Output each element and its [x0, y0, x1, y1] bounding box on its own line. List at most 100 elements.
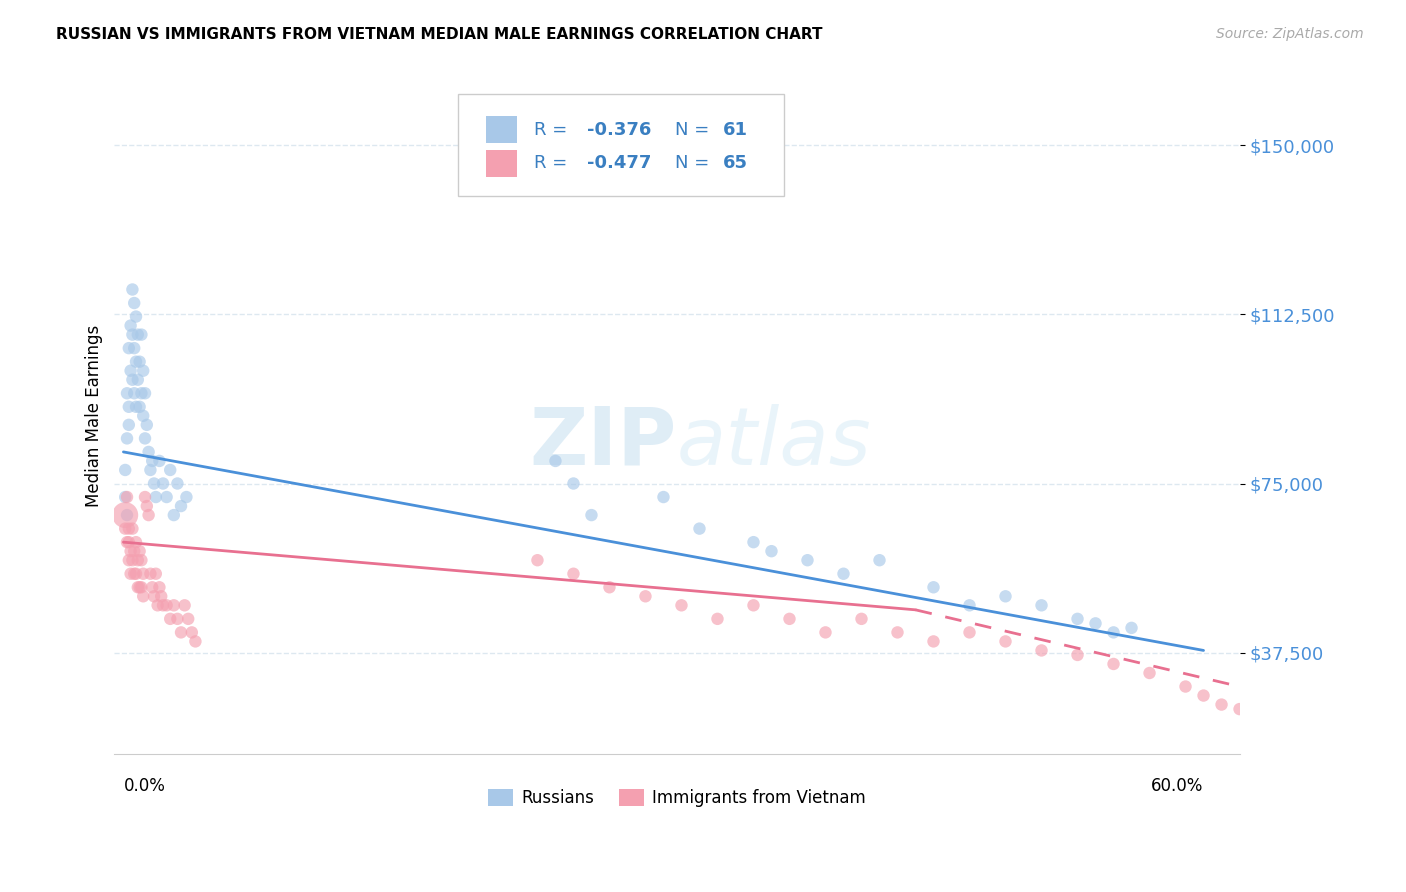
Point	[120, 544, 142, 558]
Point	[131, 580, 153, 594]
Point	[115, 490, 138, 504]
Point	[132, 566, 155, 581]
Point	[121, 522, 143, 536]
Point	[148, 454, 170, 468]
Point	[994, 589, 1017, 603]
Point	[141, 580, 163, 594]
Point	[177, 612, 200, 626]
Point	[1229, 702, 1251, 716]
Text: -0.477: -0.477	[586, 154, 651, 172]
Point	[922, 634, 945, 648]
Point	[152, 476, 174, 491]
Point	[166, 476, 188, 491]
Point	[1211, 698, 1233, 712]
Bar	[485, 150, 517, 177]
Point	[141, 454, 163, 468]
Point	[121, 553, 143, 567]
Point	[146, 599, 169, 613]
Point	[156, 599, 179, 613]
Point	[127, 327, 149, 342]
Point	[118, 417, 141, 432]
Point	[125, 535, 148, 549]
Text: -0.376: -0.376	[586, 120, 651, 138]
Point	[544, 454, 567, 468]
Text: R =: R =	[534, 120, 574, 138]
FancyBboxPatch shape	[457, 95, 785, 196]
Point	[131, 386, 153, 401]
Point	[138, 445, 160, 459]
Point	[869, 553, 891, 567]
Text: ZIP: ZIP	[530, 404, 676, 482]
Point	[581, 508, 603, 522]
Text: R =: R =	[534, 154, 574, 172]
Point	[922, 580, 945, 594]
Point	[132, 589, 155, 603]
Point	[125, 354, 148, 368]
Point	[150, 589, 173, 603]
Point	[706, 612, 728, 626]
Point	[132, 409, 155, 423]
Point	[115, 431, 138, 445]
Bar	[485, 116, 517, 143]
Point	[796, 553, 818, 567]
Point	[121, 283, 143, 297]
Point	[163, 508, 186, 522]
Point	[159, 612, 181, 626]
Point	[159, 463, 181, 477]
Point	[598, 580, 620, 594]
Point	[122, 544, 145, 558]
Point	[125, 310, 148, 324]
Point	[1031, 599, 1053, 613]
Point	[120, 318, 142, 333]
Point	[994, 634, 1017, 648]
Point	[148, 580, 170, 594]
Point	[1192, 689, 1215, 703]
Point	[115, 508, 138, 522]
Point	[135, 499, 157, 513]
Point	[176, 490, 198, 504]
Point	[118, 553, 141, 567]
Point	[173, 599, 195, 613]
Text: N =: N =	[675, 120, 714, 138]
Point	[127, 373, 149, 387]
Point	[127, 580, 149, 594]
Point	[1139, 665, 1161, 680]
Point	[114, 490, 136, 504]
Point	[125, 400, 148, 414]
Point	[688, 522, 710, 536]
Point	[652, 490, 675, 504]
Point	[832, 566, 855, 581]
Point	[851, 612, 873, 626]
Point	[526, 553, 548, 567]
Point	[156, 490, 179, 504]
Point	[128, 354, 150, 368]
Point	[128, 400, 150, 414]
Point	[761, 544, 783, 558]
Text: atlas: atlas	[676, 404, 872, 482]
Point	[118, 341, 141, 355]
Point	[152, 599, 174, 613]
Point	[1066, 648, 1088, 662]
Point	[134, 431, 156, 445]
Point	[145, 490, 167, 504]
Point	[170, 625, 193, 640]
Text: 61: 61	[723, 120, 748, 138]
Point	[127, 553, 149, 567]
Point	[131, 553, 153, 567]
Point	[134, 490, 156, 504]
Text: 0.0%: 0.0%	[124, 777, 166, 795]
Point	[114, 522, 136, 536]
Text: 65: 65	[723, 154, 748, 172]
Point	[562, 566, 585, 581]
Point	[122, 341, 145, 355]
Point	[166, 612, 188, 626]
Point	[1031, 643, 1053, 657]
Point	[1084, 616, 1107, 631]
Point	[139, 566, 162, 581]
Point	[132, 364, 155, 378]
Point	[121, 327, 143, 342]
Point	[125, 566, 148, 581]
Point	[1102, 657, 1125, 671]
Point	[134, 386, 156, 401]
Point	[959, 625, 981, 640]
